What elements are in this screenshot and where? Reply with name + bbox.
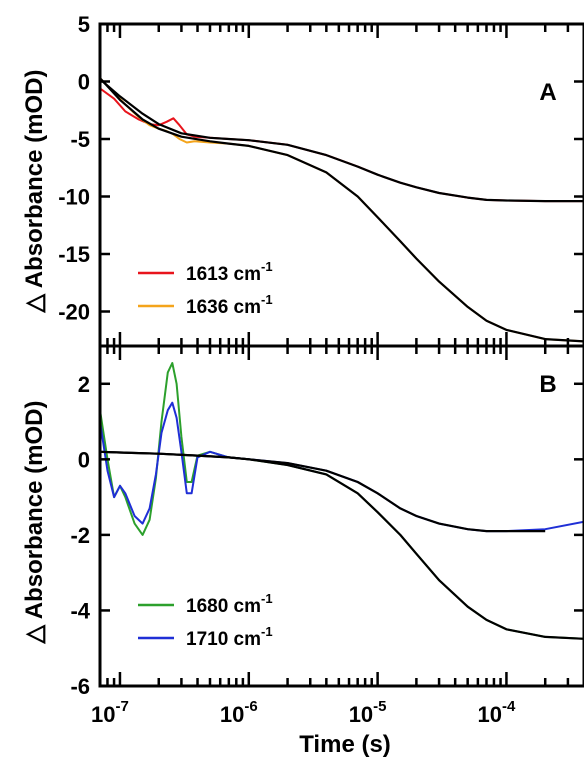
y-tick-label: 2 [78,372,90,397]
y-tick-label: -5 [70,127,90,152]
x-tick-label: 10-6 [220,698,258,727]
x-tick-label: 10-4 [478,698,516,727]
x-tick-label: 10-7 [91,698,129,727]
y-axis-title: △ Absorbance (mOD) [21,401,48,645]
x-axis-tick-labels: 10-7 10-6 10-5 10-4 [91,698,516,727]
legend-entry: 1613 cm-1 [186,259,273,285]
y-tick-label: -20 [58,300,90,325]
fit-line-2 [100,450,584,640]
fit-line-2 [100,78,584,203]
y-tick-label: 5 [78,12,90,37]
y-tick-label: -15 [58,242,90,267]
fit-line-3 [100,450,546,533]
y-tick-label: -2 [70,523,90,548]
x-tick-label: 10-5 [349,698,387,727]
y-tick-label: -4 [70,598,90,623]
panel-frame [98,344,584,688]
series-line-1710-cm [100,401,584,533]
y-axis-title: △ Absorbance (mOD) [21,70,48,314]
fit-line-3 [100,77,584,343]
legend-entry: 1710 cm-1 [186,624,273,650]
panel-a: 5 0 -5 -10 -15 -20 A △ Absorbance (mOD) 1613 cm-… [21,12,584,348]
y-tick-label: 0 [78,70,90,95]
legend-entry: 1680 cm-1 [186,591,273,617]
legend-entry: 1636 cm-1 [186,292,273,318]
y-tick-label: -6 [70,674,90,699]
x-axis-title: Time (s) [299,731,391,758]
panel-b: 2 0 -2 -4 -6 B △ Absorbance (mOD) 1680 cm-1 1710… [21,344,584,699]
y-tick-label: -10 [58,185,90,210]
panel-label: A [539,79,556,106]
panel-label: B [539,371,556,398]
y-tick-label: 0 [78,447,90,472]
